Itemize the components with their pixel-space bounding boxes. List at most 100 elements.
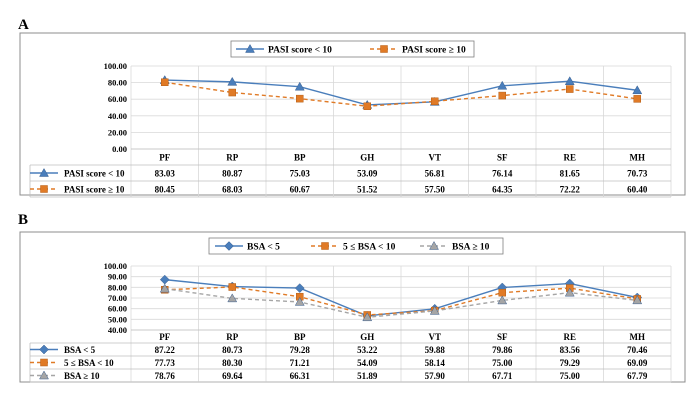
chart-panel-b: B BSA < 5 5 ≤ BSA < 10 BSA ≥ 10 40.0050.0060…: [18, 212, 686, 383]
data-label: 79.86: [492, 345, 513, 355]
legend-entry: BSA < 5: [247, 243, 280, 253]
category-label: SF: [497, 332, 508, 342]
data-point: [363, 102, 371, 110]
y-tick-label: 70.00: [108, 293, 127, 303]
data-label: 81.65: [560, 169, 581, 179]
category-label: BP: [294, 332, 306, 342]
data-label: 69.09: [627, 358, 648, 368]
data-point: [227, 76, 238, 86]
category-label: RP: [226, 332, 238, 342]
data-point: [296, 94, 304, 103]
data-label: 51.89: [357, 371, 378, 381]
data-label: 59.88: [425, 345, 446, 355]
data-point: [497, 295, 508, 305]
data-label: 70.46: [627, 345, 648, 355]
data-point: [159, 283, 170, 293]
data-label: 80.30: [222, 358, 243, 368]
legend-sample-2-marker: [429, 240, 439, 250]
data-label: 66.31: [290, 371, 311, 381]
category-label: PF: [159, 332, 170, 342]
data-label: 54.09: [357, 358, 378, 368]
table-series-label: BSA < 5: [64, 345, 96, 355]
category-label: PF: [159, 153, 170, 163]
data-point: [227, 293, 238, 303]
data-point: [497, 80, 508, 90]
legend: BSA < 5 5 ≤ BSA < 10 BSA ≥ 10: [208, 237, 504, 255]
table-legend-1-marker: [40, 185, 48, 193]
category-label: BP: [294, 153, 306, 163]
y-tick-label: 60.00: [108, 304, 127, 314]
y-tick-label: 90.00: [108, 272, 127, 282]
data-label: 79.28: [290, 345, 311, 355]
legend-sample-1-marker: [380, 45, 388, 53]
category-label: VT: [428, 153, 441, 163]
y-tick-label: 40.00: [108, 325, 127, 335]
data-label: 67.79: [627, 371, 648, 381]
category-label: MH: [630, 153, 646, 163]
data-label: 75.03: [290, 169, 311, 179]
category-label: GH: [360, 153, 374, 163]
data-point: [362, 312, 373, 322]
data-point: [564, 76, 575, 85]
data-label: 77.73: [155, 358, 176, 368]
category-label: VT: [428, 332, 441, 342]
data-label: 67.71: [492, 371, 513, 381]
data-point: [431, 97, 439, 106]
legend-entry: 5 ≤ BSA < 10: [343, 243, 396, 253]
data-label: 75.00: [560, 371, 581, 381]
data-point: [564, 287, 575, 297]
data-label: 80.87: [222, 169, 243, 179]
y-tick-label: 0.00: [112, 144, 127, 154]
y-tick-label: 80.00: [108, 282, 127, 292]
data-point: [294, 283, 305, 293]
y-tick-label: 40.00: [108, 111, 127, 121]
data-point: [429, 305, 440, 315]
series-line-1: [164, 81, 638, 107]
data-point: [228, 88, 236, 97]
y-tick-label: 80.00: [108, 78, 127, 88]
legend-box: [208, 237, 504, 255]
data-label: 78.76: [155, 371, 176, 381]
data-label: 57.90: [425, 371, 446, 381]
data-point: [294, 296, 305, 306]
data-label: 53.09: [357, 169, 378, 179]
data-label: 83.56: [560, 345, 581, 355]
series-line-0: [164, 79, 638, 106]
legend-entry: PASI score ≥ 10: [402, 46, 466, 56]
chart-panel-a: A PASI score < 10 PASI score ≥ 10 0.00 20.00…: [18, 17, 686, 198]
data-label: 87.22: [155, 345, 176, 355]
y-tick-label: 100.00: [104, 261, 127, 271]
data-point: [633, 95, 641, 103]
table-legend-1-marker: [40, 358, 48, 367]
data-label: 83.03: [155, 169, 176, 179]
data-label: 71.21: [290, 358, 311, 368]
y-tick-label: 20.00: [108, 127, 127, 137]
table-legend-2-marker: [39, 370, 49, 380]
data-label: 76.14: [492, 169, 513, 179]
data-label: 64.35: [492, 185, 513, 195]
data-label: 70.73: [627, 169, 648, 179]
y-tick-label: 100.00: [104, 61, 127, 71]
table-series-label: BSA ≥ 10: [64, 371, 100, 381]
data-point: [161, 78, 169, 86]
legend-sample-0-marker: [245, 43, 255, 53]
data-point: [632, 295, 643, 305]
category-label: MH: [630, 332, 646, 342]
series-line-2: [164, 287, 638, 319]
series-line-1: [164, 286, 638, 316]
category-label: RE: [563, 332, 576, 342]
data-label: 56.81: [425, 169, 446, 179]
category-label: GH: [360, 332, 374, 342]
data-point: [498, 91, 506, 100]
category-label: SF: [497, 153, 508, 163]
data-point: [566, 85, 574, 93]
category-label: RE: [563, 153, 576, 163]
data-label: 79.29: [560, 358, 581, 368]
data-label: 75.00: [492, 358, 513, 368]
data-point: [228, 283, 236, 291]
table-series-label: PASI score ≥ 10: [64, 185, 125, 195]
table-series-label: PASI score < 10: [64, 169, 125, 179]
table-series-label: 5 ≤ BSA < 10: [64, 358, 114, 368]
y-tick-label: 50.00: [108, 314, 127, 324]
category-label: RP: [226, 153, 238, 163]
